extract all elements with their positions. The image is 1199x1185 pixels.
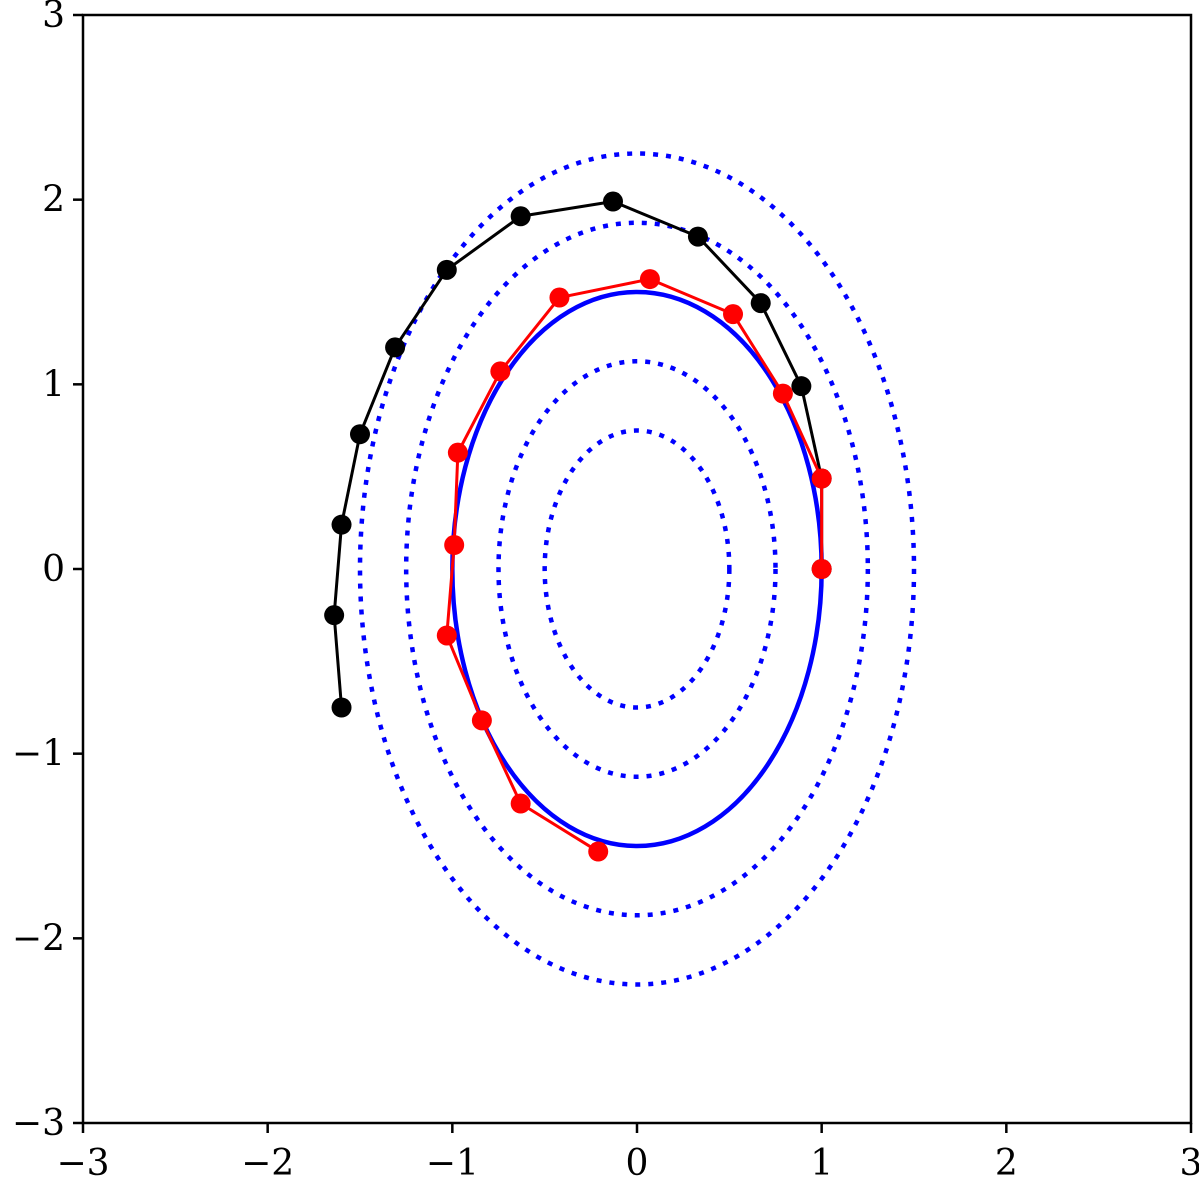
y-tick-label-0: −3: [12, 1103, 65, 1144]
x-tick-label-4: 1: [810, 1143, 833, 1184]
series-1-point-8: [444, 534, 465, 555]
series-0-point-10: [791, 376, 812, 397]
series-0-point-8: [687, 226, 708, 247]
series-0-point-1: [324, 605, 345, 626]
x-tick-label-5: 2: [995, 1143, 1018, 1184]
series-0-point-2: [331, 514, 352, 535]
series-1-point-1: [811, 468, 832, 489]
series-0-point-0: [331, 697, 352, 718]
x-tick-label-1: −2: [241, 1143, 294, 1184]
x-tick-label-6: 3: [1180, 1143, 1199, 1184]
y-tick-label-6: 3: [42, 0, 65, 36]
series-1-point-11: [510, 793, 531, 814]
series-1-point-10: [471, 710, 492, 731]
series-1-point-6: [490, 361, 511, 382]
series-1-point-5: [549, 287, 570, 308]
dotted-ellipse-3: [403, 220, 871, 918]
series-1-point-7: [447, 442, 468, 463]
curves-layer: [324, 151, 917, 987]
y-tick-label-1: −2: [12, 918, 65, 959]
dotted-ellipse-0: [542, 428, 732, 710]
series-1-point-9: [436, 625, 457, 646]
series-1-point-0: [811, 559, 832, 579]
y-tick-label-4: 1: [42, 364, 65, 405]
dotted-ellipse-4: [357, 151, 917, 987]
series-1-point-4: [639, 269, 660, 290]
series-0-point-3: [350, 424, 370, 445]
y-tick-label-2: −1: [12, 734, 65, 775]
series-1-point-3: [723, 304, 744, 325]
x-tick-label-3: 0: [626, 1143, 649, 1184]
series-1-point-2: [772, 383, 793, 404]
series-0-point-6: [510, 206, 531, 227]
y-tick-label-3: 0: [42, 549, 65, 590]
plot-frame: [81, 13, 1193, 1125]
x-tick-label-0: −3: [56, 1143, 109, 1184]
series-0-point-9: [750, 293, 771, 314]
series-0-point-5: [436, 259, 457, 280]
axes-layer: −3 −2 −1 0 1 2 3 −3 −2 −1 0 1 2 3: [12, 0, 1199, 1184]
dotted-ellipse-1: [496, 359, 778, 779]
series-0-line: [332, 200, 824, 708]
y-tick-label-5: 2: [42, 180, 65, 221]
series-1-point-12: [588, 841, 609, 862]
series-0-point-7: [602, 191, 623, 212]
series-0-point-4: [385, 337, 406, 358]
x-tick-label-2: −1: [426, 1143, 479, 1184]
